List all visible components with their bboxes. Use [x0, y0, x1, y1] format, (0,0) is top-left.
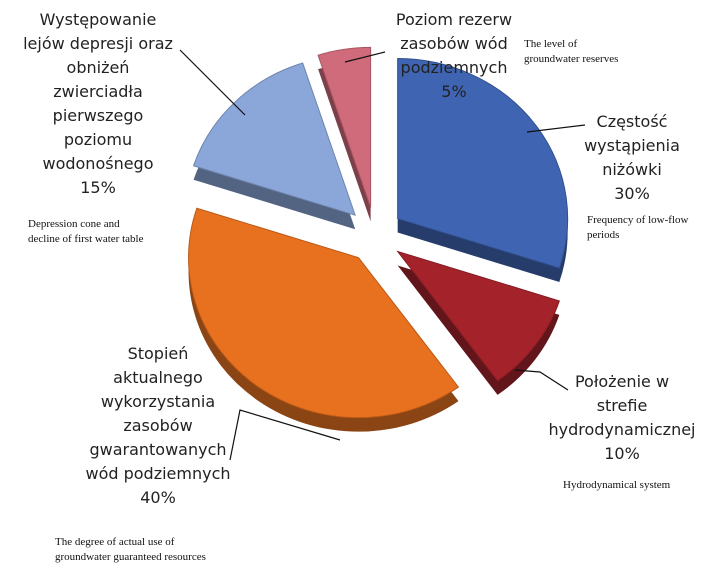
- leader-line: [179, 49, 246, 116]
- annotation: Depression cone and decline of first wat…: [28, 218, 144, 245]
- annotation: Frequency of low-flow periods: [587, 214, 689, 241]
- leader-lines: [179, 49, 586, 461]
- value-label: 5%: [441, 82, 467, 101]
- value-label: 15%: [80, 178, 116, 197]
- label-block: Stopień aktualnego wykorzystania zasobów…: [85, 342, 230, 510]
- category-label: Poziom rezerw zasobów wód podziemnych: [395, 10, 513, 77]
- pie-slice: [396, 250, 560, 382]
- annotation: The degree of actual use of groundwater …: [55, 536, 206, 563]
- pie: [188, 46, 569, 432]
- value-label: 30%: [614, 184, 650, 203]
- label-block: Położenie w strefie hydrodynamicznej 10%: [548, 370, 695, 466]
- leader-line: [526, 124, 586, 133]
- category-label: Położenie w strefie hydrodynamicznej: [548, 372, 696, 439]
- label-block: Częstość wystąpienia niżówki 30%: [584, 110, 680, 206]
- value-label: 40%: [140, 488, 176, 507]
- leader-line: [514, 369, 569, 391]
- leader-line: [229, 409, 341, 461]
- leader-line: [344, 51, 386, 63]
- category-label: Stopień aktualnego wykorzystania zasobów…: [85, 344, 231, 483]
- category-label: Występowanie lejów depresji oraz obniżeń…: [23, 10, 173, 173]
- value-label: 10%: [604, 444, 640, 463]
- pie-slice: [397, 58, 569, 269]
- pie-slice: [317, 46, 372, 208]
- pie-slice: [192, 62, 356, 216]
- annotation: Hydrodynamical system: [563, 479, 671, 491]
- pie-slice: [188, 207, 460, 419]
- category-label: Częstość wystąpienia niżówki: [584, 112, 680, 179]
- label-block: Poziom rezerw zasobów wód podziemnych 5%: [396, 8, 512, 104]
- label-block: Występowanie lejów depresji oraz obniżeń…: [23, 8, 173, 200]
- annotation: The level of groundwater reserves: [524, 38, 619, 65]
